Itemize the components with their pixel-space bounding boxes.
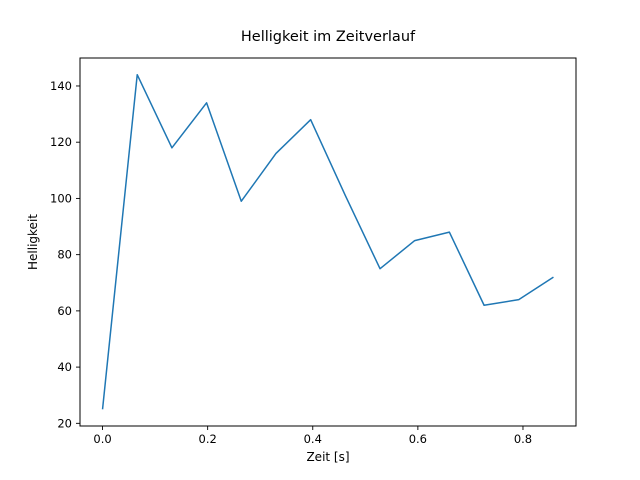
x-tick-label: 0.6: [409, 432, 427, 446]
y-tick-label: 80: [57, 248, 72, 262]
x-tick-label: 0.8: [514, 432, 532, 446]
y-tick-label: 100: [50, 191, 72, 205]
x-tick-label: 0.0: [93, 432, 111, 446]
x-tick-label: 0.2: [199, 432, 217, 446]
brightness-line-series: [101, 73, 554, 410]
x-axis-title: Zeit [s]: [306, 450, 350, 464]
axes-spines: [79, 57, 577, 427]
x-tick-label: 0.4: [304, 432, 322, 446]
y-tick-label: 120: [50, 135, 72, 149]
y-tick-label: 40: [57, 360, 72, 374]
y-axis-title: Helligkeit: [26, 214, 40, 270]
y-tick-label: 20: [57, 416, 72, 430]
y-tick-label: 140: [50, 79, 72, 93]
y-tick-label: 60: [57, 304, 72, 318]
chart-title: Helligkeit im Zeitverlauf: [240, 29, 416, 45]
